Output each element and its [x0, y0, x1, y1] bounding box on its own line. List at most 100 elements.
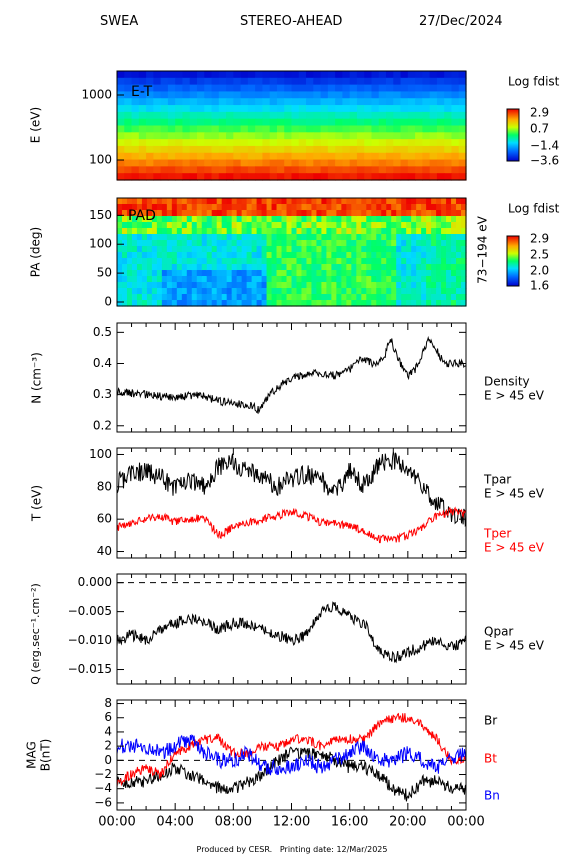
- spectrogram-cell: [124, 166, 133, 174]
- pad-cell: [176, 198, 183, 205]
- pad-cell: [191, 222, 198, 229]
- pad-cell: [326, 198, 332, 205]
- pad-cell: [366, 252, 372, 259]
- spectrogram-cell: [371, 98, 380, 106]
- pad-cell: [461, 258, 467, 265]
- pad-cell: [151, 276, 158, 283]
- pad-cell: [281, 216, 288, 223]
- pad-cell: [331, 204, 337, 211]
- pad-cell: [216, 264, 223, 271]
- spectrogram-cell: [247, 159, 256, 167]
- pad-cell: [321, 300, 327, 307]
- pad-cell: [306, 246, 313, 253]
- pad-cell: [346, 258, 352, 265]
- pad-cell: [246, 282, 253, 289]
- spectrogram-cell: [349, 77, 358, 86]
- pad-cell: [281, 204, 288, 211]
- spectrogram-cell: [226, 111, 234, 120]
- spectrogram-cell: [298, 84, 307, 93]
- spectrogram-cell: [349, 125, 358, 133]
- pad-cell: [341, 198, 347, 205]
- spectrogram-cell: [226, 105, 234, 113]
- pad-cell: [261, 204, 268, 211]
- spectrogram-cell: [226, 71, 234, 79]
- spectrogram-cell: [276, 111, 285, 120]
- pad-cell: [406, 246, 412, 253]
- y-tick-label: 100: [89, 237, 112, 251]
- spectrogram-cell: [429, 173, 438, 181]
- pad-cell: [396, 264, 402, 271]
- pad-cell: [446, 204, 452, 211]
- pad-cell: [426, 258, 432, 265]
- spectrogram-cell: [327, 159, 336, 167]
- pad-cell: [306, 252, 313, 259]
- spectrogram-cell: [422, 166, 431, 174]
- pad-cell: [211, 198, 218, 205]
- pad-cell: [251, 216, 258, 223]
- pad-cell: [431, 240, 437, 247]
- pad-cell: [186, 282, 193, 289]
- pad-cell: [306, 288, 313, 295]
- pad-cell: [311, 264, 318, 271]
- pad-cell: [401, 228, 407, 235]
- spectrogram-cell: [364, 91, 373, 99]
- spectrogram-cell: [291, 77, 300, 86]
- spectrogram-cell: [335, 118, 343, 127]
- pad-cell: [331, 288, 337, 295]
- spectrogram-cell: [167, 125, 176, 133]
- spectrogram-cell: [124, 132, 133, 140]
- spectrogram-cell: [189, 145, 198, 154]
- pad-cell: [171, 258, 178, 265]
- pad-cell: [391, 240, 397, 247]
- spectrogram-cell: [196, 125, 205, 133]
- pad-cell: [176, 294, 183, 301]
- pad-cell: [216, 276, 223, 283]
- spectrogram-cell: [226, 84, 234, 93]
- pad-cell: [376, 228, 382, 235]
- pad-cell: [376, 282, 382, 289]
- pad-cell: [426, 270, 432, 277]
- pad-cell: [261, 234, 268, 241]
- pad-cell: [346, 198, 352, 205]
- pad-cell: [426, 240, 432, 247]
- spectrogram-cell: [204, 173, 213, 181]
- spectrogram-cell: [458, 173, 467, 181]
- pad-cell: [221, 294, 228, 301]
- pad-cell: [391, 222, 397, 229]
- pad-cell: [191, 234, 198, 241]
- spectrogram-cell: [451, 98, 460, 106]
- pad-cell: [311, 234, 318, 241]
- pad-cell: [276, 228, 283, 235]
- pad-cell: [411, 276, 417, 283]
- spectrogram-cell: [153, 139, 162, 147]
- pad-cell: [336, 222, 342, 229]
- pad-cell: [121, 294, 128, 301]
- spectrogram-cell: [349, 91, 358, 99]
- pad-cell: [141, 294, 148, 301]
- y-tick-label: −0.010: [68, 633, 112, 647]
- pad-cell: [411, 204, 417, 211]
- pad-cell: [301, 234, 308, 241]
- spectrogram-cell: [138, 166, 147, 174]
- pad-cell: [236, 252, 243, 259]
- pad-cell: [376, 252, 382, 259]
- pad-cell: [396, 258, 402, 265]
- pad-cell: [346, 210, 352, 217]
- spectrogram-cell: [269, 173, 278, 181]
- pad-cell: [226, 294, 233, 301]
- spectrogram-cell: [124, 91, 133, 99]
- spectrogram-cell: [218, 98, 227, 106]
- pad-cell: [311, 246, 318, 253]
- pad-cell: [206, 210, 213, 217]
- pad-cell: [291, 204, 298, 211]
- spectrogram-cell: [189, 84, 198, 93]
- spectrogram-cell: [196, 139, 205, 147]
- pad-cell: [117, 198, 123, 205]
- pad-cell: [411, 264, 417, 271]
- pad-cell: [191, 282, 198, 289]
- spectrogram-cell: [211, 111, 220, 120]
- pad-cell: [216, 282, 223, 289]
- pad-cell: [331, 222, 337, 229]
- pad-cell: [161, 270, 168, 277]
- pad-cell: [246, 198, 253, 205]
